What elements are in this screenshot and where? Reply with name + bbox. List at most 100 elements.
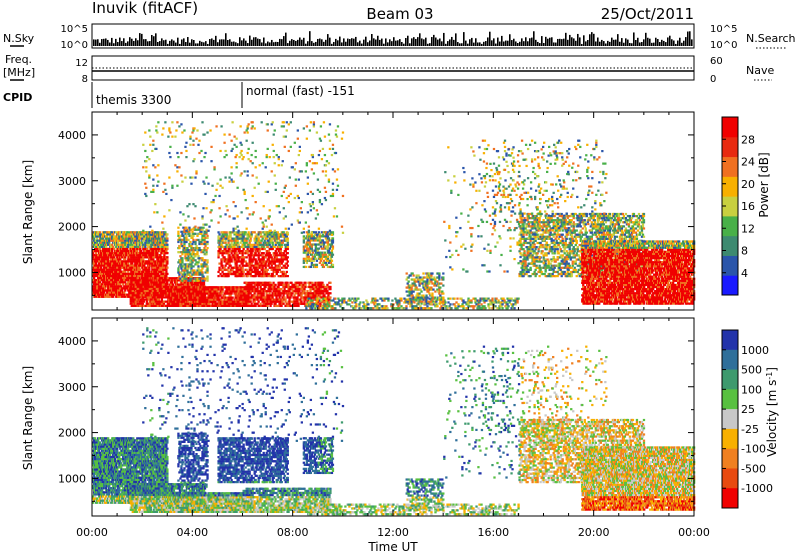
nsky-bar xyxy=(433,34,435,46)
echo-cell xyxy=(276,258,279,261)
echo-cell xyxy=(261,247,264,251)
echo-cell xyxy=(284,245,287,249)
echo-cell xyxy=(202,226,205,229)
echo-cell xyxy=(153,266,156,269)
nsky-bar xyxy=(413,37,415,46)
nsky-bar xyxy=(317,38,319,46)
echo-cell xyxy=(250,252,253,255)
echo-cell xyxy=(254,304,257,307)
echo-cell xyxy=(196,269,199,272)
nsky-bar xyxy=(409,43,411,46)
echo-cell xyxy=(227,258,230,261)
echo-cell xyxy=(267,264,270,267)
echo-cell xyxy=(117,233,120,236)
nsky-bar xyxy=(161,38,163,46)
nsky-bar xyxy=(555,42,557,46)
echo-cell xyxy=(111,285,114,288)
nsky-bar xyxy=(533,31,535,46)
echo-cell xyxy=(191,242,194,246)
echo-cell xyxy=(270,268,273,271)
echo-cell xyxy=(273,252,276,255)
echo-cell xyxy=(127,266,130,269)
echo-cell xyxy=(139,294,142,297)
echo-cell xyxy=(284,247,287,251)
echo-cell xyxy=(249,239,252,242)
echo-cell xyxy=(113,237,116,240)
nsky-bar xyxy=(393,37,395,46)
echo-cell xyxy=(192,304,195,307)
echo-cell xyxy=(148,270,151,273)
echo-cell xyxy=(268,241,271,244)
echo-cell xyxy=(249,304,252,307)
echo-cell xyxy=(114,285,117,288)
echo-cell xyxy=(121,289,124,292)
echo-cell xyxy=(145,262,148,265)
echo-cell xyxy=(258,296,261,299)
echo-cell xyxy=(129,285,132,288)
echo-cell xyxy=(246,272,249,276)
echo-cell xyxy=(123,291,126,294)
echo-cell xyxy=(137,252,140,255)
echo-cell xyxy=(265,275,268,278)
echo-cell xyxy=(165,235,168,238)
echo-cell xyxy=(103,276,106,280)
nsky-bar xyxy=(515,41,517,46)
echo-cell xyxy=(197,267,200,270)
echo-cell xyxy=(238,288,241,291)
echo-cell xyxy=(206,265,209,268)
echo-cell xyxy=(257,233,260,236)
echo-cell xyxy=(153,256,156,259)
echo-cell xyxy=(279,247,282,251)
echo-cell xyxy=(205,286,208,289)
nsky-bar xyxy=(595,41,597,46)
echo-cell xyxy=(269,266,272,269)
echo-cell xyxy=(92,252,95,255)
freq-tick-top: 12 xyxy=(75,58,88,69)
echo-cell xyxy=(172,296,175,299)
nsky-bar xyxy=(677,40,679,46)
echo-cell xyxy=(285,270,288,274)
echo-cell xyxy=(158,283,162,286)
nsky-bar xyxy=(435,37,437,46)
echo-cell xyxy=(192,234,195,237)
nsky-bar xyxy=(189,42,191,46)
echo-cell xyxy=(159,266,162,269)
echo-cell xyxy=(137,296,140,299)
echo-cell xyxy=(262,245,265,249)
station-title: Inuvik (fitACF) xyxy=(92,0,198,17)
echo-cell xyxy=(187,238,190,242)
echo-cell xyxy=(218,233,221,236)
echo-cell xyxy=(255,260,258,263)
echo-cell xyxy=(126,293,129,296)
echo-cell xyxy=(179,288,182,291)
echo-cell xyxy=(252,281,255,284)
echo-cell xyxy=(161,245,164,248)
echo-cell xyxy=(188,273,191,276)
echo-cell xyxy=(98,274,101,278)
echo-cell xyxy=(128,237,131,240)
echo-cell xyxy=(145,233,148,236)
echo-cell xyxy=(243,292,246,295)
echo-cell xyxy=(242,260,245,263)
echo-cell xyxy=(206,246,209,250)
nsky-bar xyxy=(323,41,325,46)
nsky-bar xyxy=(567,39,569,46)
echo-cell xyxy=(244,294,247,297)
echo-cell xyxy=(225,260,228,263)
nsky-bar xyxy=(385,38,387,46)
nsky-bar xyxy=(425,37,427,46)
echo-cell xyxy=(201,257,204,260)
echo-cell xyxy=(156,285,160,288)
echo-cell xyxy=(173,279,177,282)
echo-cell xyxy=(115,274,118,278)
echo-cell xyxy=(200,226,203,229)
echo-cell xyxy=(235,247,238,251)
echo-cell xyxy=(208,302,211,305)
echo-cell xyxy=(250,268,253,271)
echo-cell xyxy=(149,298,152,301)
echo-cell xyxy=(285,262,288,265)
nsky-bar xyxy=(119,37,121,46)
echo-cell xyxy=(140,298,143,301)
echo-cell xyxy=(233,245,236,249)
echo-cell xyxy=(136,287,139,290)
